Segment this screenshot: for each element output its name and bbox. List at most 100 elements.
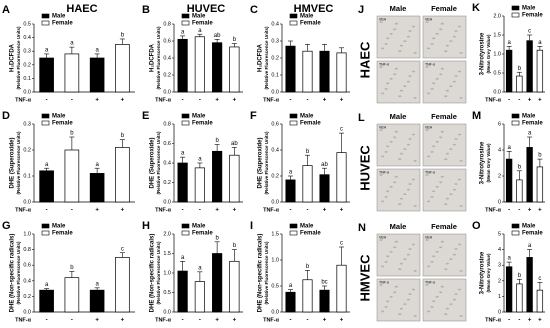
error-bar xyxy=(197,33,203,37)
y-tick-label: 0.6 xyxy=(23,263,31,269)
cell-texture xyxy=(379,129,383,131)
x-axis-label: TNF-α xyxy=(263,207,280,213)
y-tick-label: 0.4 xyxy=(163,55,171,61)
y-axis-sublabel: (Relative Fluorescence Units) xyxy=(264,131,269,195)
significance-letter: b xyxy=(70,265,74,271)
cell-texture xyxy=(439,246,443,249)
legend-label: Female xyxy=(192,231,213,237)
image-condition-label: TNF-α xyxy=(379,62,389,66)
significance-letter: c xyxy=(528,29,531,35)
x-tick-label: + xyxy=(538,318,542,324)
legend-label: Male xyxy=(52,114,66,120)
bar xyxy=(212,253,223,313)
significance-letter: a xyxy=(95,281,99,287)
cell-texture xyxy=(439,73,443,76)
cell-texture xyxy=(384,306,388,308)
x-tick-label: - xyxy=(71,208,73,214)
error-bar xyxy=(339,246,344,266)
y-tick-label: 0.0 xyxy=(23,89,31,95)
cell-texture xyxy=(381,155,385,158)
cell-texture xyxy=(457,288,462,291)
image-condition-label: VEH xyxy=(425,235,433,239)
bar xyxy=(285,291,296,313)
y-axis-label: DHE (Non-specific radicals) xyxy=(10,234,16,313)
y-tick-label: 2 xyxy=(498,173,501,179)
y-tick-label: 1.0 xyxy=(23,231,31,237)
error-bar xyxy=(197,271,203,282)
significance-letter: a xyxy=(538,40,542,46)
significance-letter: b xyxy=(233,37,237,43)
significance-letter: b xyxy=(215,138,219,144)
bar xyxy=(177,162,188,203)
y-axis-label: H₂DCFDA xyxy=(10,43,16,72)
cell-texture xyxy=(449,85,453,87)
y-tick-label: 0.1 xyxy=(23,173,31,179)
cell-texture xyxy=(379,174,383,176)
significance-letter: a xyxy=(507,145,511,151)
y-tick-label: 0.4 xyxy=(23,35,31,41)
cell-texture xyxy=(444,50,448,53)
significance-letter: c xyxy=(340,127,343,133)
error-bar xyxy=(339,47,344,53)
image-row-label: HUVEC xyxy=(357,145,372,191)
significance-letter: c xyxy=(121,246,124,252)
x-axis-label: TNF-α xyxy=(485,317,502,323)
legend-label: Male xyxy=(522,224,536,230)
y-tick-label: 0.2 xyxy=(271,173,279,179)
cell-texture xyxy=(386,300,390,303)
cell-texture xyxy=(457,25,462,28)
x-tick-label: + xyxy=(121,208,125,214)
error-bar xyxy=(214,241,220,254)
y-tick-label: 1.0 xyxy=(493,51,501,57)
error-bar xyxy=(322,167,327,175)
legend-label: Female xyxy=(300,231,321,237)
legend-label: Female xyxy=(300,21,321,27)
error-bar xyxy=(94,53,100,58)
legend-label: Male xyxy=(522,6,536,12)
significance-letter: ab xyxy=(214,33,221,39)
column-header: HUVEC xyxy=(187,3,226,15)
cell-texture xyxy=(430,306,434,308)
cell-texture xyxy=(452,188,456,191)
y-axis-sublabel: (Mean Grey Value) xyxy=(486,143,491,183)
cell-texture xyxy=(399,197,403,200)
significance-letter: a xyxy=(198,265,202,271)
y-tick-label: 0 xyxy=(498,309,501,315)
y-tick-label: 0.8 xyxy=(163,121,171,127)
x-tick-label: + xyxy=(538,208,542,214)
x-tick-label: + xyxy=(323,318,327,324)
cell-texture xyxy=(449,303,453,305)
cell-texture xyxy=(425,21,429,23)
y-tick-label: 0.2 xyxy=(271,55,279,61)
bar xyxy=(115,257,130,313)
cell-texture xyxy=(454,75,458,77)
x-tick-label: - xyxy=(508,208,510,214)
legend-label: Male xyxy=(192,224,206,230)
panel-letter: K xyxy=(472,2,480,14)
significance-letter: a xyxy=(181,151,185,157)
error-bar xyxy=(44,288,50,291)
cell-texture xyxy=(432,300,436,303)
legend-swatch xyxy=(289,230,298,236)
x-tick-label: + xyxy=(95,318,99,324)
y-axis-label: DHE (Superoxide) xyxy=(10,137,16,188)
cell-texture xyxy=(408,75,412,77)
cell-texture xyxy=(425,284,429,286)
panel-letter: D xyxy=(2,110,10,122)
y-tick-label: 0.5 xyxy=(163,290,171,296)
legend-swatch xyxy=(511,120,520,126)
legend-swatch xyxy=(181,113,190,119)
bar xyxy=(229,154,240,203)
y-tick-label: 0.0 xyxy=(271,309,279,315)
cell-texture xyxy=(386,255,390,258)
x-axis-label: TNF-α xyxy=(485,207,502,213)
bar xyxy=(302,50,313,93)
cell-texture xyxy=(430,88,434,90)
cell-texture xyxy=(413,160,417,162)
panel-letter: M xyxy=(472,110,481,122)
cell-texture xyxy=(452,298,456,301)
significance-letter: b xyxy=(538,153,542,159)
error-bar xyxy=(197,162,203,168)
y-axis-sublabel: (Mean Grey Value) xyxy=(486,253,491,293)
y-axis-sublabel: (Relative Fluorescence Units) xyxy=(16,26,21,90)
